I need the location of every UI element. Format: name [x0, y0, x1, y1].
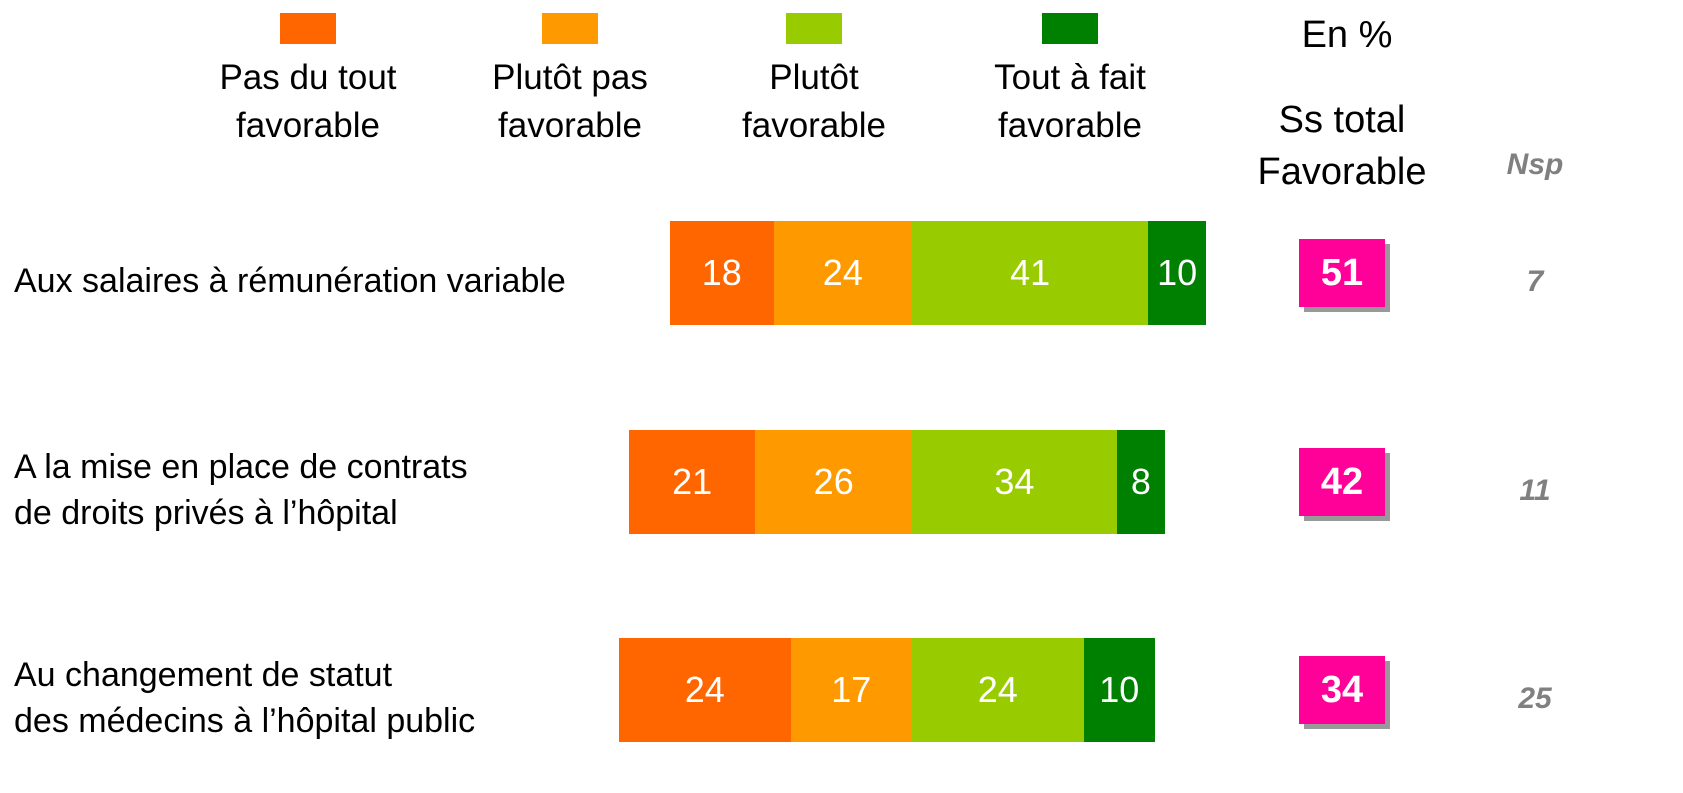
- subtotal-title: Ss total Favorable: [1257, 99, 1427, 193]
- bar-segment: 24: [912, 638, 1084, 742]
- legend-swatch: [1042, 13, 1098, 44]
- legend-label: Plutôt favorable: [742, 58, 886, 145]
- category-label: Aux salaires à rémunération variable: [14, 262, 566, 300]
- subtotal-box: 34: [1299, 656, 1385, 724]
- legend-swatch: [542, 13, 598, 44]
- nsp-value: 25: [1518, 682, 1552, 715]
- bar-segment: 21: [628, 430, 756, 534]
- subtotal-box: 42: [1299, 448, 1385, 516]
- legend-swatch: [786, 13, 842, 44]
- bar-segment: 41: [912, 221, 1149, 325]
- bar-segment: 24: [618, 638, 791, 742]
- legend-swatch: [280, 13, 336, 44]
- bar-segment: 8: [1116, 430, 1165, 534]
- bar-segment: 26: [755, 430, 912, 534]
- bar-segment: 24: [773, 221, 912, 325]
- legend-label: Plutôt pas favorable: [492, 58, 648, 145]
- legend-label: Tout à fait favorable: [994, 58, 1146, 145]
- bar-segment: 10: [1083, 638, 1155, 742]
- nsp-value: 7: [1526, 265, 1544, 298]
- subtotal-box: 51: [1299, 239, 1385, 307]
- bar-segment: 34: [912, 430, 1117, 534]
- category-label: Au changement de statut des médecins à l…: [14, 656, 476, 740]
- nsp-value: 11: [1519, 474, 1551, 507]
- bar-segment: 18: [669, 221, 774, 325]
- category-label: A la mise en place de contrats de droits…: [14, 448, 468, 532]
- unit-note: En %: [1301, 14, 1393, 56]
- nsp-title: Nsp: [1506, 148, 1564, 181]
- bar-segment: 17: [790, 638, 912, 742]
- legend-label: Pas du tout favorable: [219, 58, 397, 145]
- bar-segment: 10: [1148, 221, 1206, 325]
